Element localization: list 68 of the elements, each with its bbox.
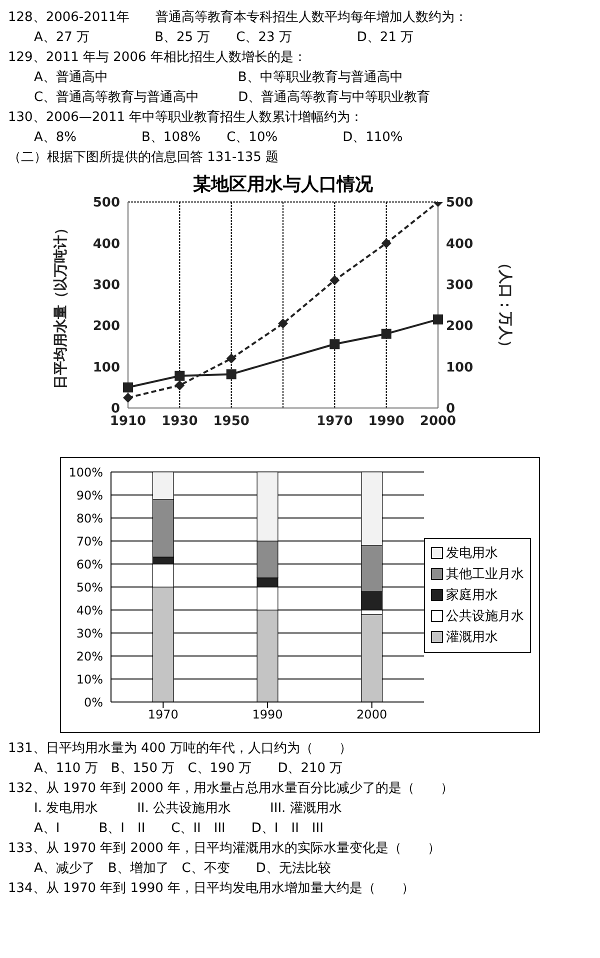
point bbox=[381, 328, 392, 339]
y-tick-label: 200 bbox=[92, 319, 120, 334]
x-tick-label: 2000 bbox=[420, 414, 456, 430]
legend-label: 家庭用水 bbox=[446, 586, 498, 604]
y2-tick-label: 400 bbox=[446, 236, 474, 252]
y2-tick-label: 0 bbox=[446, 402, 456, 417]
y-tick-label: 500 bbox=[92, 196, 120, 211]
point bbox=[174, 380, 185, 390]
point bbox=[174, 370, 185, 381]
y-tick-label: 20% bbox=[76, 649, 103, 664]
y-tick-label: 100 bbox=[92, 360, 120, 376]
x-tick-label: 1930 bbox=[162, 414, 198, 430]
y-axis-title: 日平均用水量（以万吨计） bbox=[52, 221, 69, 389]
point bbox=[278, 318, 288, 329]
point bbox=[330, 275, 340, 286]
y-tick-label: 60% bbox=[76, 557, 103, 572]
x-tick-label: 1970 bbox=[316, 414, 353, 430]
text: A、减少了 B、增加了 C、不变 D、无法比较 bbox=[33, 860, 332, 878]
y-tick-label: 70% bbox=[76, 534, 103, 548]
chart-title: 某地区用水与人口情况 bbox=[192, 174, 374, 195]
text: 134、从 1970 年到 1990 年，日平均发电用水增加量大约是（ ） bbox=[8, 880, 416, 898]
text: 132、从 1970 年到 2000 年，用水量占总用水量百分比减少了的是（ ） bbox=[8, 780, 455, 798]
y-tick-label: 400 bbox=[92, 236, 120, 252]
text: A、110 万 B、150 万 C、190 万 D、210 万 bbox=[33, 760, 344, 778]
y-tick-label: 50% bbox=[76, 580, 103, 594]
text: 133、从 1970 年到 2000 年，日平均灌溉用水的实际水量变化是（ ） bbox=[8, 840, 442, 858]
x-tick-label: 1970 bbox=[148, 708, 178, 722]
text: 129、2011 年与 2006 年相比招生人数增长的是： bbox=[8, 49, 308, 67]
y2-tick-label: 300 bbox=[446, 278, 474, 294]
y-tick-label: 100% bbox=[68, 465, 103, 480]
point bbox=[226, 354, 236, 364]
x-tick-label: 2000 bbox=[356, 708, 388, 722]
x-tick-label: 1990 bbox=[252, 708, 283, 722]
text: A、27 万 B、25 万 C、23 万 D、21 万 bbox=[33, 29, 415, 47]
y-tick-label: 0% bbox=[84, 695, 103, 710]
point bbox=[330, 339, 340, 350]
point bbox=[123, 392, 133, 403]
y2-tick-label: 200 bbox=[446, 319, 474, 334]
legend-label: 其他工业月水 bbox=[446, 566, 524, 584]
y-tick-label: 0 bbox=[110, 402, 120, 417]
text: 128、2006-2011年 普通高等教育本专科招生人数平均每年增加人数约为： bbox=[8, 8, 469, 27]
point bbox=[433, 314, 443, 324]
x-tick-label: 1910 bbox=[110, 414, 146, 430]
y-tick-label: 30% bbox=[76, 626, 103, 640]
point bbox=[381, 238, 392, 248]
text: C、普通高等教育与普通高中 D、普通高等教育与中等职业教育 bbox=[33, 88, 432, 107]
y-tick-label: 10% bbox=[76, 672, 103, 686]
y2-tick-label: 500 bbox=[446, 196, 474, 211]
text: 131、日平均用水量为 400 万吨的年代，人口约为（ ） bbox=[8, 740, 353, 758]
text: A、I B、I II C、II III D、I II III bbox=[33, 820, 324, 838]
y-tick-label: 90% bbox=[76, 488, 103, 502]
legend-label: 公共设施月水 bbox=[446, 608, 524, 626]
text: I. 发电用水 II. 公共设施用水 III. 灌溉用水 bbox=[33, 800, 343, 818]
y2-tick-label: 100 bbox=[446, 360, 474, 376]
x-tick-label: 1950 bbox=[213, 414, 250, 430]
text: （二）根据下图所提供的信息回答 131-135 题 bbox=[8, 149, 280, 167]
point bbox=[226, 369, 236, 380]
x-tick-label: 1990 bbox=[368, 414, 404, 430]
y-tick-label: 40% bbox=[76, 603, 103, 618]
y-tick-label: 300 bbox=[92, 278, 120, 294]
y-tick-label: 80% bbox=[76, 511, 103, 526]
text: 130、2006—2011 年中等职业教育招生人数累计增幅约为： bbox=[8, 108, 364, 127]
y2-axis-title: （人口：万人） bbox=[497, 256, 514, 354]
legend-label: 灌溉用水 bbox=[446, 628, 498, 646]
text: A、8% B、108% C、10% D、110% bbox=[33, 129, 404, 147]
legend-label: 发电用水 bbox=[446, 544, 498, 562]
point bbox=[123, 382, 133, 392]
text: A、普通高中 B、中等职业教育与普通高中 bbox=[33, 68, 404, 87]
